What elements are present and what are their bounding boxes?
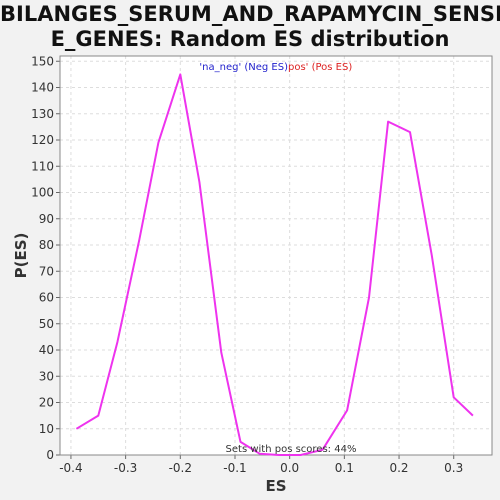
y-tick-label: 100	[31, 186, 54, 200]
y-tick-label: 130	[31, 107, 54, 121]
legend-pos-entry: pos' (Pos ES)	[288, 62, 352, 73]
x-tick-label: 0.1	[335, 461, 354, 475]
y-tick-label: 70	[39, 264, 54, 278]
x-tick-label: 0.2	[389, 461, 408, 475]
pos-scores-annotation: Sets with pos scores: 44%	[226, 444, 357, 455]
y-tick-label: 40	[39, 343, 54, 357]
y-tick-label: 110	[31, 159, 54, 173]
y-tick-label: 10	[39, 422, 54, 436]
y-tick-label: 80	[39, 238, 54, 252]
y-tick-label: 150	[31, 54, 54, 68]
y-tick-label: 60	[39, 291, 54, 305]
x-tick-label: -0.4	[59, 461, 82, 475]
x-tick-label: -0.1	[223, 461, 246, 475]
x-tick-label: 0.0	[280, 461, 299, 475]
x-tick-label: -0.3	[114, 461, 137, 475]
legend-neg-entry: 'na_neg' (Neg ES)	[199, 62, 288, 73]
y-tick-label: 140	[31, 81, 54, 95]
y-tick-label: 30	[39, 369, 54, 383]
x-tick-label: 0.3	[444, 461, 463, 475]
x-axis-title: ES	[265, 477, 286, 495]
y-tick-label: 20	[39, 396, 54, 410]
y-tick-label: 90	[39, 212, 54, 226]
y-tick-label: 120	[31, 133, 54, 147]
y-axis-title: P(ES)	[12, 233, 30, 279]
y-tick-label: 50	[39, 317, 54, 331]
x-tick-label: -0.2	[169, 461, 192, 475]
y-tick-label: 0	[46, 448, 54, 462]
plot-area	[60, 56, 492, 455]
